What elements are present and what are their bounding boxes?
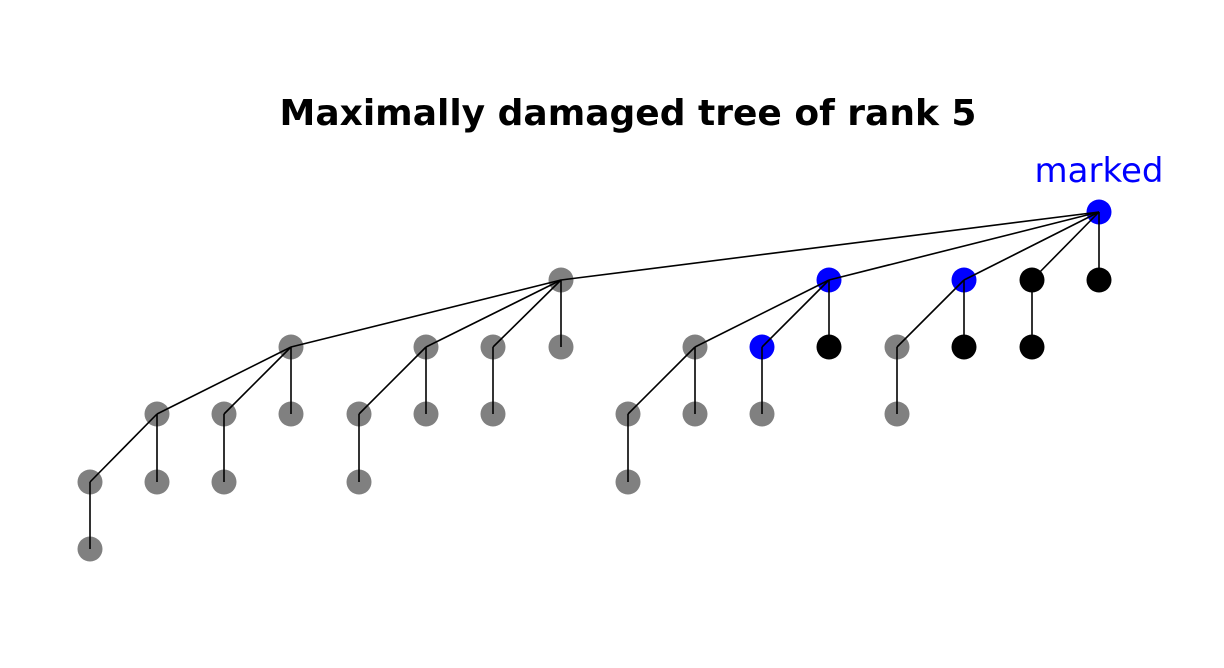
diagram-title: Maximally damaged tree of rank 5 <box>280 93 977 134</box>
tree-edge-c-c1 <box>896 279 965 348</box>
edges-layer <box>89 211 1100 549</box>
tree-edge-a2-a21 <box>358 346 427 415</box>
tree-edge-b1-b11 <box>627 346 696 415</box>
nodes-layer <box>77 199 1112 562</box>
tree-edge-a1-a11 <box>156 346 292 415</box>
tree-edge-r-c <box>963 211 1100 281</box>
tree-edge-a-a1 <box>290 279 562 348</box>
tree-edge-a-a3 <box>492 279 562 348</box>
tree-edge-a1-a12 <box>223 346 292 415</box>
tree-edge-r-a <box>560 211 1100 281</box>
tree-edge-b-b1 <box>694 279 830 348</box>
tree-edge-a-a2 <box>425 279 562 348</box>
tree-edge-r-d <box>1031 211 1100 281</box>
tree-edge-r-b <box>828 211 1100 281</box>
marked-label: marked <box>1035 151 1164 191</box>
tree-edge-b-b2 <box>761 279 830 348</box>
tree-edge-a11-a111 <box>89 413 158 483</box>
